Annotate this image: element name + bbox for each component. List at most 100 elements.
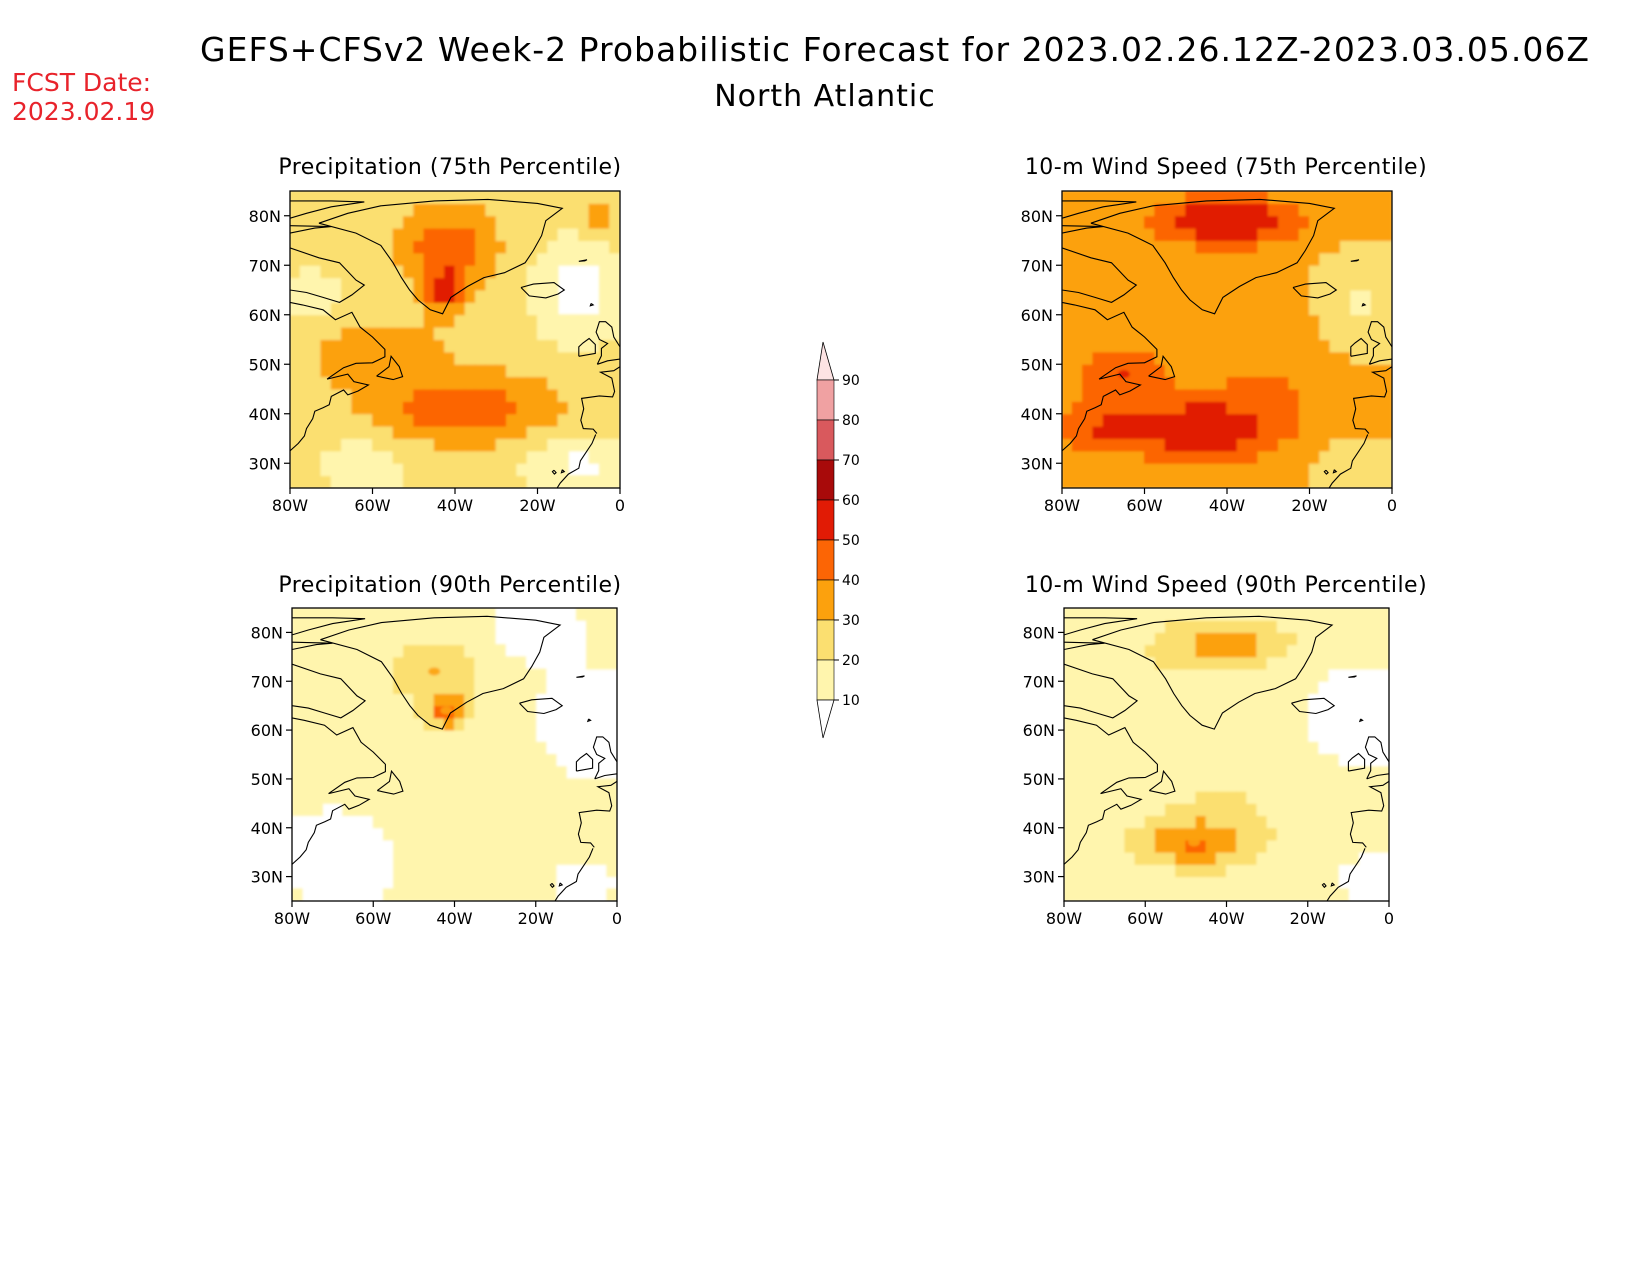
coastline bbox=[1148, 355, 1176, 381]
coastline bbox=[1064, 663, 1139, 719]
probability-hotspot bbox=[428, 246, 441, 255]
coastline bbox=[292, 641, 333, 651]
coastline bbox=[1332, 469, 1338, 474]
coastline bbox=[290, 225, 332, 234]
colorbar-tick-label: 30 bbox=[842, 613, 860, 629]
y-tick-label: 60N bbox=[1021, 306, 1053, 325]
y-tick-label: 40N bbox=[249, 405, 281, 424]
colorbar-top-arrow bbox=[816, 341, 835, 381]
colorbar-segment bbox=[816, 459, 835, 501]
coastline bbox=[1092, 615, 1334, 730]
x-tick-label: 80W bbox=[274, 909, 310, 928]
panel-title: 10-m Wind Speed (90th Percentile) bbox=[1025, 573, 1427, 598]
colorbar-segment bbox=[816, 499, 835, 541]
y-tick-label: 50N bbox=[1021, 355, 1053, 374]
forecast-date-value: 2023.02.19 bbox=[12, 97, 156, 126]
x-tick-label: 60W bbox=[1126, 496, 1162, 515]
x-tick-label: 40W bbox=[436, 909, 472, 928]
x-tick-label: 60W bbox=[1127, 909, 1163, 928]
coastline bbox=[1330, 882, 1336, 887]
coastline bbox=[1326, 848, 1366, 901]
colorbar-tick-label: 10 bbox=[842, 693, 860, 709]
x-tick-label: 40W bbox=[1209, 496, 1245, 515]
colorbar-bottom-arrow bbox=[816, 699, 835, 739]
coastline bbox=[292, 663, 367, 719]
y-tick-label: 30N bbox=[1021, 454, 1053, 473]
coastline bbox=[1367, 321, 1392, 365]
coastline bbox=[1062, 247, 1138, 303]
coastline bbox=[576, 675, 585, 678]
colorbar-segment bbox=[816, 659, 835, 701]
x-tick-label: 0 bbox=[612, 909, 622, 928]
coastline bbox=[1064, 717, 1158, 865]
colorbar-tick-label: 80 bbox=[842, 413, 860, 429]
forecast-date-caption: FCST Date: bbox=[12, 68, 152, 97]
coastline bbox=[290, 301, 386, 452]
x-tick-label: 20W bbox=[519, 496, 555, 515]
coastline bbox=[1347, 752, 1366, 772]
coastline bbox=[1350, 259, 1360, 262]
colorbar-tick-label: 70 bbox=[842, 453, 860, 469]
colorbar-segment bbox=[816, 419, 835, 461]
colorbar-segment bbox=[816, 539, 835, 581]
y-tick-label: 60N bbox=[249, 306, 281, 325]
x-tick-label: 80W bbox=[1044, 496, 1080, 515]
coastline bbox=[1062, 301, 1158, 452]
coastline bbox=[320, 615, 562, 730]
panel-title: Precipitation (90th Percentile) bbox=[278, 573, 621, 598]
y-tick-label: 40N bbox=[1021, 405, 1053, 424]
probability-hotspot bbox=[1188, 424, 1200, 433]
coastline bbox=[1292, 282, 1338, 299]
coastline bbox=[1361, 302, 1367, 307]
x-tick-label: 40W bbox=[437, 496, 473, 515]
coastlines bbox=[292, 615, 617, 901]
y-tick-label: 70N bbox=[251, 672, 283, 691]
coastlines bbox=[1064, 615, 1389, 901]
coastline bbox=[549, 882, 555, 889]
x-tick-label: 20W bbox=[1290, 909, 1326, 928]
y-tick-label: 30N bbox=[1023, 868, 1055, 887]
coastline bbox=[1352, 366, 1392, 434]
x-tick-label: 60W bbox=[355, 909, 391, 928]
colorbar-segment bbox=[816, 579, 835, 621]
x-tick-label: 0 bbox=[615, 496, 625, 515]
coastline bbox=[586, 718, 592, 723]
probability-hotspot bbox=[1221, 216, 1233, 225]
colorbar-tick-label: 20 bbox=[842, 653, 860, 669]
colorbar-tick-label: 50 bbox=[842, 533, 860, 549]
coastline bbox=[551, 469, 557, 475]
coastline bbox=[595, 321, 620, 365]
coastline bbox=[577, 780, 617, 848]
y-tick-label: 60N bbox=[1023, 721, 1055, 740]
coastlines bbox=[290, 198, 620, 488]
y-tick-label: 70N bbox=[249, 256, 281, 275]
coastline bbox=[1062, 225, 1104, 234]
coastline bbox=[556, 434, 597, 488]
x-tick-label: 0 bbox=[1387, 496, 1397, 515]
coastline bbox=[318, 198, 564, 315]
coastline bbox=[1148, 769, 1176, 795]
colorbar: 10 20 30 40 50 60 70 80 90 bbox=[816, 341, 860, 739]
map-panel-4: 10-m Wind Speed (90th Percentile) 80W 60W 4… bbox=[1023, 573, 1427, 928]
colorbar-tick-label: 90 bbox=[842, 373, 860, 389]
map-panel-1: Precipitation (75th Percentile) 80W 60W 40W… bbox=[249, 155, 625, 515]
coastlines bbox=[1062, 198, 1392, 488]
y-tick-label: 70N bbox=[1021, 256, 1053, 275]
coastline bbox=[1090, 198, 1336, 315]
coastline bbox=[376, 769, 404, 795]
coastline bbox=[1358, 718, 1364, 723]
y-tick-label: 80N bbox=[251, 623, 283, 642]
x-tick-label: 20W bbox=[1291, 496, 1327, 515]
figure-title: GEFS+CFSv2 Week-2 Probabilistic Forecast… bbox=[0, 30, 1650, 69]
probability-field bbox=[292, 608, 617, 901]
y-tick-label: 50N bbox=[1023, 770, 1055, 789]
x-tick-label: 40W bbox=[1208, 909, 1244, 928]
coastline bbox=[519, 697, 564, 715]
colorbar-segment bbox=[816, 379, 835, 421]
x-tick-label: 80W bbox=[272, 496, 308, 515]
probability-field bbox=[1062, 191, 1392, 488]
coastline bbox=[292, 617, 366, 636]
coastline bbox=[1350, 337, 1368, 357]
map-panel-2: 10-m Wind Speed (75th Percentile) 80W 60W 4… bbox=[1021, 155, 1427, 515]
